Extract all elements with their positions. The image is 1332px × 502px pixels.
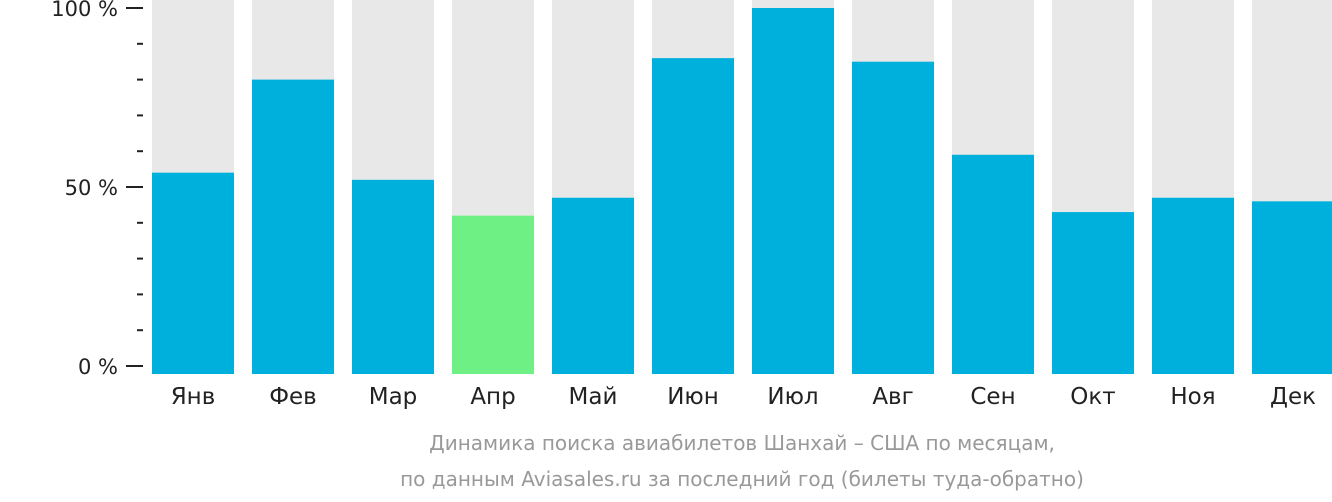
bar-chart: 0 % 50 % 100 % Янв Фев Мар Апр Май Июн Июл Авг Сен… bbox=[51, 0, 1332, 410]
x-tick-label: Сен bbox=[970, 384, 1015, 410]
y-tick-label: 0 % bbox=[78, 355, 118, 379]
y-tick-label: 100 % bbox=[51, 0, 118, 21]
x-tick-label: Фев bbox=[269, 384, 317, 410]
bar bbox=[152, 172, 234, 374]
x-tick-label: Июн bbox=[667, 384, 719, 410]
bar bbox=[652, 58, 734, 375]
bar bbox=[352, 179, 434, 374]
bar bbox=[852, 61, 934, 374]
chart-caption-line-2: по данным Aviasales.ru за последний год … bbox=[400, 467, 1084, 491]
y-axis: 0 % 50 % 100 % bbox=[51, 0, 143, 379]
bar bbox=[252, 79, 334, 374]
bar bbox=[752, 8, 834, 374]
x-tick-label: Авг bbox=[872, 384, 913, 410]
bar bbox=[952, 154, 1034, 374]
x-tick-label: Ноя bbox=[1170, 384, 1215, 410]
x-tick-label: Июл bbox=[767, 384, 818, 410]
x-tick-label: Май bbox=[569, 384, 618, 410]
x-tick-label: Апр bbox=[470, 384, 515, 410]
data-bars bbox=[152, 8, 1332, 375]
bar bbox=[1152, 197, 1234, 374]
x-tick-label: Дек bbox=[1270, 384, 1316, 410]
chart-caption-line-1: Динамика поиска авиабилетов Шанхай – США… bbox=[429, 431, 1055, 455]
x-tick-label: Мар bbox=[369, 384, 418, 410]
bar bbox=[452, 215, 534, 374]
x-tick-label: Янв bbox=[171, 384, 216, 410]
x-axis-labels: Янв Фев Мар Апр Май Июн Июл Авг Сен Окт Ноя Дек bbox=[171, 384, 1316, 410]
x-tick-label: Окт bbox=[1070, 384, 1115, 410]
y-tick-label: 50 % bbox=[65, 176, 118, 200]
bar bbox=[1252, 201, 1332, 374]
bar bbox=[1052, 212, 1134, 374]
bar bbox=[552, 197, 634, 374]
